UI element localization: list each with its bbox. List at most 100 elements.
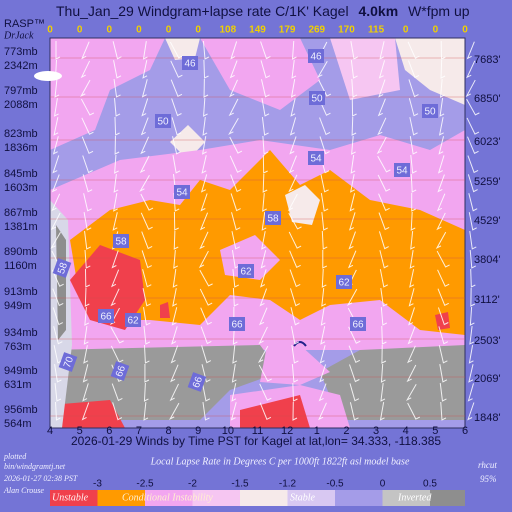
contour-label-text: 46: [310, 52, 322, 63]
contour-label-box: [52, 258, 72, 278]
wind-barb: [173, 230, 179, 250]
colorbar-swatch: [97, 490, 145, 506]
wind-barb: [83, 193, 92, 212]
wind-barb: [468, 364, 474, 383]
wind-barb: [53, 117, 59, 136]
wind-barb: [142, 288, 152, 307]
wind-barb: [351, 97, 357, 117]
wind-barb: [437, 269, 450, 287]
altitude-ft-label: 5259': [474, 176, 501, 188]
wind-barb: [378, 60, 386, 79]
wind-barb: [139, 174, 150, 192]
wind-barb: [260, 79, 270, 98]
colorbar-class: Unstable: [52, 492, 89, 503]
wind-barb: [200, 174, 208, 193]
contour-label-box: [350, 317, 366, 331]
wind-barb: [201, 364, 211, 383]
wind-barb: [348, 212, 356, 231]
wind-barb: [407, 402, 421, 420]
contour-label-box: [58, 352, 78, 372]
contour-label: 58: [265, 211, 281, 225]
wind-barb: [202, 402, 210, 421]
wind-barb: [408, 79, 419, 98]
wind-barb: [468, 345, 474, 364]
x-tick-label: 6: [462, 425, 468, 437]
wind-barb: [232, 287, 239, 307]
contour-label-text: 62: [240, 267, 252, 278]
contour-label-text: 70: [62, 355, 76, 370]
wind-barb: [291, 40, 297, 60]
wind-barb: [53, 345, 63, 364]
wind-barb: [409, 117, 418, 136]
wind-barb: [320, 174, 329, 193]
wind-barb: [261, 231, 267, 250]
wind-barb: [170, 364, 179, 383]
x-tick-label: 12: [281, 425, 293, 437]
wind-barb: [142, 60, 148, 79]
wind-barb: [81, 117, 94, 135]
colorbar-swatch: [382, 490, 430, 506]
wind-barb: [261, 117, 269, 136]
wind-barb: [198, 250, 209, 269]
wind-barb: [51, 193, 61, 212]
wind-barb: [171, 117, 182, 136]
wind-barb: [201, 136, 207, 155]
x-tick-label: 9: [195, 425, 201, 437]
title-text: Thu_Jan_29 Windgram+lapse rate C/1K' Kag…: [56, 3, 349, 19]
wind-barb: [168, 402, 180, 421]
wind-barb: [54, 78, 60, 98]
wind-barb: [52, 136, 59, 155]
wind-barb: [81, 402, 90, 421]
rhcut-label: rhcut: [478, 460, 497, 470]
contour-label-text: 62: [338, 278, 350, 289]
wind-barb: [438, 345, 448, 364]
wind-barb: [114, 154, 119, 174]
wind-barb: [84, 306, 90, 326]
wind-barb: [80, 79, 91, 98]
wind-barb: [349, 193, 356, 212]
wind-barb: [83, 345, 89, 364]
contour-label: 58: [52, 258, 72, 278]
wind-barb: [83, 212, 92, 231]
colorbar-swatch: [192, 490, 240, 506]
wind-barb: [407, 41, 420, 59]
wind-barb: [80, 60, 91, 79]
w-star-value: 0: [47, 25, 53, 36]
altitude-m-label: 1160m: [4, 260, 37, 272]
wind-barb: [260, 41, 271, 60]
contour-label: 50: [155, 114, 171, 128]
wind-barb: [350, 155, 356, 174]
wind-barb: [112, 402, 123, 421]
x-tick-label: 4: [47, 425, 53, 437]
wind-barb: [52, 288, 64, 307]
contour-label-text: 66: [100, 312, 112, 323]
wind-barb: [231, 383, 237, 402]
title-height: 4.0km: [358, 3, 398, 19]
wind-barb: [230, 193, 241, 212]
wind-barb: [317, 60, 328, 78]
wind-barb: [321, 211, 328, 231]
wind-barb: [200, 193, 208, 212]
wind-barb: [440, 40, 446, 60]
contour-label-text: 50: [311, 94, 323, 105]
wind-barb: [381, 344, 387, 364]
wind-barb: [290, 98, 296, 117]
w-star-value: 0: [195, 25, 201, 36]
wind-barb: [321, 287, 327, 307]
wind-barb: [84, 268, 91, 288]
wind-barb: [287, 193, 298, 212]
altitude-ft-label: 6023': [474, 136, 501, 148]
altitude-ft-label: 2503': [474, 335, 501, 347]
w-star-value: 0: [136, 25, 142, 36]
wind-barb: [439, 364, 448, 383]
wind-barb: [439, 98, 445, 117]
wind-barb: [202, 117, 208, 136]
contour-label-box: [110, 361, 130, 381]
wind-barb: [407, 326, 416, 345]
wind-barb: [81, 136, 94, 155]
wind-barb: [228, 117, 239, 135]
wind-barb: [380, 363, 386, 383]
w-star-value: 269: [308, 25, 325, 36]
wind-barb: [288, 212, 302, 230]
